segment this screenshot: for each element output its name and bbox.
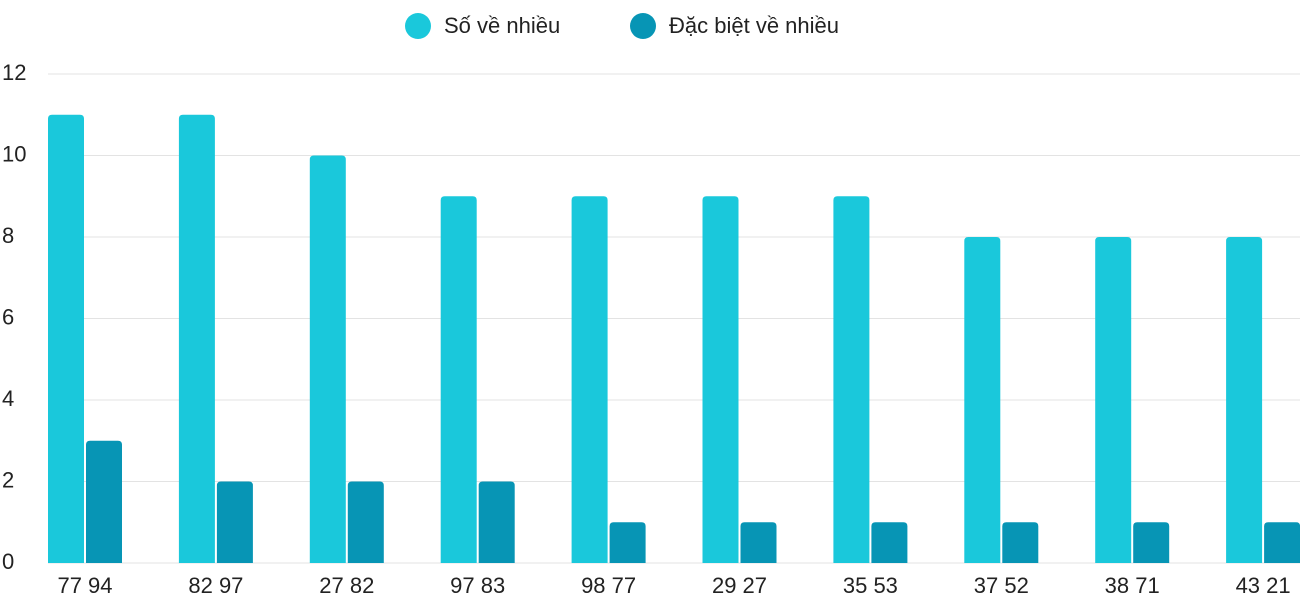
bar [571, 196, 608, 563]
x-tick-label: 35 53 [843, 573, 898, 598]
x-tick-label: 27 82 [319, 573, 374, 598]
x-tick-label: 97 83 [450, 573, 505, 598]
bar [1095, 237, 1132, 563]
bar [833, 196, 870, 563]
y-tick-label: 2 [2, 467, 14, 492]
bar [48, 114, 84, 563]
bar [1264, 522, 1300, 563]
x-tick-label: 37 52 [974, 573, 1029, 598]
x-tick-label: 77 94 [57, 573, 112, 598]
x-tick-label: 29 27 [712, 573, 767, 598]
bar [178, 114, 215, 563]
y-tick-label: 10 [2, 141, 26, 166]
y-tick-label: 4 [2, 386, 14, 411]
bar [702, 196, 739, 563]
bar [216, 481, 253, 563]
bar [478, 481, 515, 563]
bar [1002, 522, 1039, 563]
x-tick-label: 98 77 [581, 573, 636, 598]
x-tick-label: 38 71 [1105, 573, 1160, 598]
bar [309, 155, 346, 563]
legend-marker [630, 13, 656, 39]
y-tick-label: 0 [2, 549, 14, 574]
bar [964, 237, 1001, 563]
bar [86, 440, 122, 563]
legend-label: Số về nhiều [444, 13, 560, 38]
bar [440, 196, 477, 563]
bar [871, 522, 908, 563]
bar [1226, 237, 1263, 563]
legend-label: Đặc biệt về nhiều [669, 13, 839, 38]
y-tick-label: 6 [2, 304, 14, 329]
legend-marker [405, 13, 431, 39]
bar [1133, 522, 1170, 563]
x-tick-label: 43 21 [1236, 573, 1291, 598]
bar [609, 522, 646, 563]
y-tick-label: 8 [2, 223, 14, 248]
bar [347, 481, 384, 563]
y-tick-label: 12 [2, 60, 26, 85]
x-tick-label: 82 97 [188, 573, 243, 598]
bar [740, 522, 777, 563]
